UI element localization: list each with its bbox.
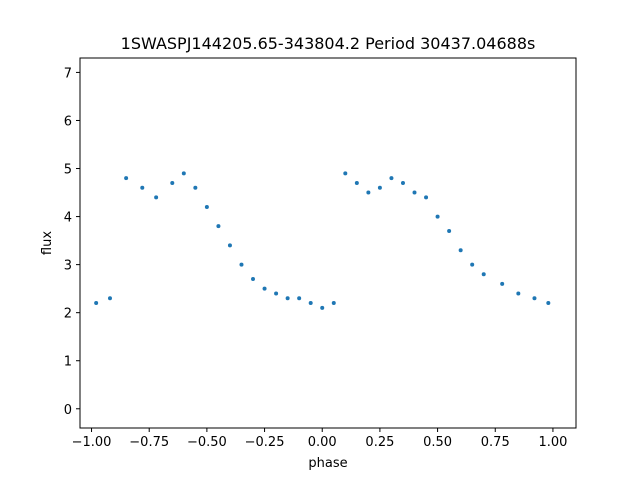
data-point	[154, 195, 159, 200]
y-axis-label: flux	[40, 231, 55, 255]
data-point	[308, 301, 313, 306]
x-axis-label: phase	[308, 456, 347, 471]
data-point	[343, 171, 348, 176]
y-tick-label: 7	[64, 66, 72, 81]
data-points	[94, 171, 551, 310]
data-point	[239, 262, 244, 267]
x-tick-label: 0.50	[423, 435, 452, 450]
chart-title: 1SWASPJ144205.65-343804.2 Period 30437.0…	[121, 34, 536, 53]
data-point	[516, 291, 521, 296]
x-tick-label: −0.50	[187, 435, 227, 450]
data-point	[124, 176, 129, 181]
data-point	[170, 180, 175, 185]
x-tick-label: 0.00	[308, 435, 337, 450]
data-point	[400, 180, 405, 185]
data-point	[500, 281, 505, 286]
y-tick-label: 1	[64, 355, 72, 370]
data-point	[331, 301, 336, 306]
data-point	[481, 272, 486, 277]
data-point	[94, 301, 99, 306]
data-point	[107, 296, 112, 301]
data-point	[251, 277, 256, 282]
y-axis-ticks: 0 1 2 3 4 5 6 7	[64, 66, 80, 418]
data-point	[424, 195, 429, 200]
x-tick-label: 0.75	[481, 435, 510, 450]
data-point	[285, 296, 290, 301]
y-tick-label: 2	[64, 307, 72, 322]
data-point	[193, 185, 198, 190]
data-point	[297, 296, 302, 301]
x-tick-label: −1.00	[72, 435, 112, 450]
data-point	[204, 204, 209, 209]
data-point	[216, 224, 221, 229]
data-point	[389, 176, 394, 181]
data-point	[140, 185, 145, 190]
x-axis-ticks: −1.00 −0.75 −0.50 −0.25 0.00 0.25 0.50 0.75 1.00	[72, 428, 567, 450]
plot-frame	[79, 57, 577, 429]
data-point	[354, 180, 359, 185]
data-point	[546, 301, 551, 306]
data-point	[366, 190, 371, 195]
data-point	[262, 286, 267, 291]
x-tick-label: 0.25	[365, 435, 394, 450]
data-point	[274, 291, 279, 296]
data-point	[470, 262, 475, 267]
data-point	[320, 305, 325, 310]
data-point	[181, 171, 186, 176]
y-tick-label: 3	[64, 259, 72, 274]
y-tick-label: 6	[64, 114, 72, 129]
x-tick-label: −0.25	[245, 435, 285, 450]
data-point	[447, 228, 452, 233]
data-point	[435, 214, 440, 219]
y-tick-label: 5	[64, 163, 72, 178]
x-tick-label: −0.75	[129, 435, 169, 450]
data-point	[412, 190, 417, 195]
data-point	[227, 243, 232, 248]
data-point	[532, 296, 537, 301]
data-point	[458, 248, 463, 253]
y-tick-label: 4	[64, 211, 72, 226]
data-point	[377, 185, 382, 190]
x-tick-label: 1.00	[538, 435, 567, 450]
y-tick-label: 0	[64, 403, 72, 418]
